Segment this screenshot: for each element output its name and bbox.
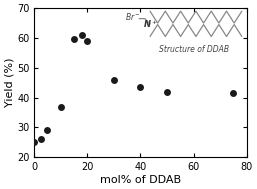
Text: Br$^-$: Br$^-$ bbox=[125, 11, 140, 22]
Point bbox=[59, 105, 63, 108]
X-axis label: mol% of DDAB: mol% of DDAB bbox=[100, 175, 181, 185]
Point bbox=[112, 78, 116, 81]
Point bbox=[32, 141, 36, 144]
Y-axis label: Yield (%): Yield (%) bbox=[4, 58, 14, 107]
Point bbox=[165, 90, 169, 93]
Point bbox=[39, 138, 43, 141]
Text: N$^+$: N$^+$ bbox=[143, 18, 157, 30]
Point bbox=[231, 92, 235, 95]
Point bbox=[138, 86, 142, 89]
Point bbox=[45, 129, 50, 132]
Point bbox=[72, 38, 76, 41]
Point bbox=[80, 33, 84, 36]
Text: Structure of DDAB: Structure of DDAB bbox=[159, 45, 229, 54]
Point bbox=[85, 40, 89, 43]
